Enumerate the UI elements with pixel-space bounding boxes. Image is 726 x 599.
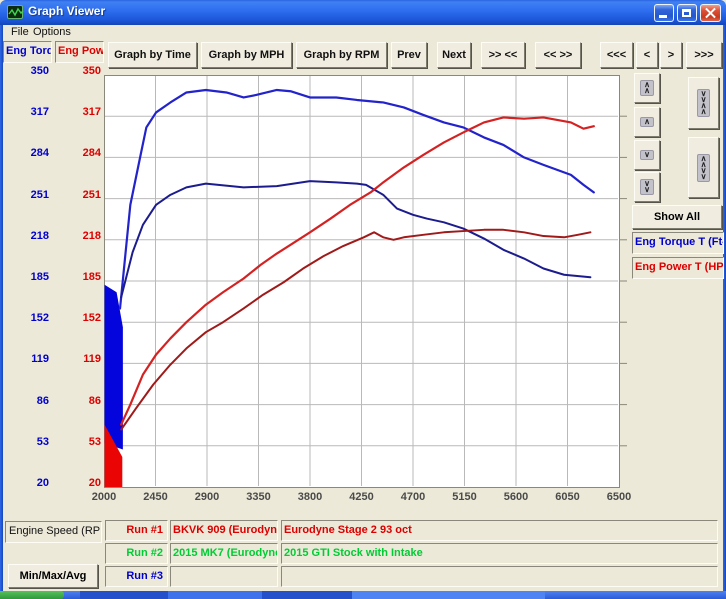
- close-button[interactable]: [700, 4, 721, 22]
- y-tick-label-torque: 185: [30, 271, 49, 283]
- y-tick-label-torque: 86: [36, 394, 49, 407]
- run1-description: Eurodyne Stage 2 93 oct: [281, 520, 718, 541]
- y-tick-label-torque: 119: [31, 353, 49, 366]
- y-tick-label-torque: 218: [30, 229, 49, 242]
- menu-file[interactable]: File: [11, 26, 29, 38]
- x-tick-label-rpm: 5600: [503, 491, 529, 503]
- y-tick-label-torque: 284: [30, 147, 49, 160]
- graph-by-time-button[interactable]: Graph by Time: [108, 42, 197, 68]
- graph-by-mph-button[interactable]: Graph by MPH: [201, 42, 292, 68]
- start-button-sliver[interactable]: [0, 591, 64, 599]
- scroll-right-button[interactable]: >: [660, 42, 682, 68]
- y-tick-label-power: 119: [83, 353, 101, 366]
- run2-file: 2015 MK7 (Eurodyne, E: [170, 543, 278, 564]
- prev-button[interactable]: Prev: [391, 42, 427, 68]
- taskbar[interactable]: [0, 591, 726, 599]
- y-tick-label-power: 20: [88, 477, 101, 489]
- window-border-right: [723, 25, 726, 591]
- x-tick-label-rpm: 6050: [555, 491, 580, 503]
- chevron-down-double-icon: ∨ ∨: [640, 179, 654, 195]
- y-tick-label-torque: 152: [30, 312, 49, 325]
- legend-power: Eng Power T (HP): [632, 257, 724, 279]
- x-axis-title-box: Engine Speed (RP: [5, 521, 102, 543]
- graph-by-rpm-button[interactable]: Graph by RPM: [296, 42, 387, 68]
- y-tick-label-power: 284: [82, 147, 101, 160]
- legend-torque: Eng Torque T (Ft-l: [632, 232, 724, 254]
- x-tick-label-rpm: 3350: [246, 491, 271, 503]
- y-tick-label-torque: 350: [30, 65, 49, 77]
- scroll-left-button[interactable]: <: [636, 42, 658, 68]
- scroll-right-fast-button[interactable]: >>>: [686, 42, 722, 68]
- min-max-avg-button[interactable]: Min/Max/Avg: [8, 564, 98, 588]
- taskbar-button[interactable]: [168, 591, 262, 599]
- y-scroll-up-button[interactable]: ∧: [634, 107, 660, 137]
- x-tick-label-rpm: 4700: [400, 491, 426, 503]
- y-tick-label-torque: 251: [30, 188, 49, 201]
- run3-file: [170, 566, 278, 587]
- x-tick-label-rpm: 2450: [143, 491, 168, 503]
- y-scroll-down-button[interactable]: ∨: [634, 140, 660, 170]
- zoom-in-x-button[interactable]: >> <<: [481, 42, 525, 68]
- menu-bar: File Options: [3, 25, 723, 40]
- y-tick-label-power: 350: [82, 65, 101, 77]
- y-tick-label-torque: 20: [36, 477, 49, 489]
- y-zoom-in-top-button[interactable]: ∧ ∧: [634, 73, 660, 103]
- y-tick-label-torque: 53: [36, 435, 49, 448]
- chevron-up-double-icon: ∧ ∧: [640, 80, 654, 96]
- power-axis-header: Eng Powe: [55, 41, 104, 63]
- y-tick-label-power: 185: [82, 271, 101, 283]
- window-border-left: [0, 25, 3, 591]
- x-tick-label-rpm: 6500: [606, 491, 632, 503]
- y-tick-label-power: 251: [82, 188, 101, 201]
- torque-axis-header: Eng Torqu: [3, 41, 52, 63]
- y-tick-label-power: 317: [82, 106, 101, 119]
- minimize-icon: [659, 15, 667, 18]
- x-tick-label-rpm: 3800: [297, 491, 323, 503]
- next-button[interactable]: Next: [437, 42, 471, 68]
- y-tick-label-torque: 317: [30, 106, 49, 119]
- y-tick-label-power: 53: [88, 435, 101, 448]
- y-zoom-in-bottom-button[interactable]: ∨ ∨: [634, 172, 660, 202]
- menu-options[interactable]: Options: [33, 26, 71, 38]
- window-title: Graph Viewer: [28, 4, 106, 18]
- run2-description: 2015 GTI Stock with Intake: [281, 543, 718, 564]
- maximize-button[interactable]: [677, 4, 697, 22]
- app-icon: [7, 5, 24, 19]
- run2-label: Run #2: [105, 543, 168, 564]
- x-tick-label-rpm: 2900: [194, 491, 220, 503]
- y-tick-label-power: 86: [88, 394, 101, 407]
- zoom-out-x-button[interactable]: << >>: [535, 42, 581, 68]
- taskbar-button[interactable]: [80, 591, 168, 599]
- chevron-up-icon: ∧: [640, 117, 654, 127]
- chart-svg: [104, 75, 627, 488]
- minimize-button[interactable]: [654, 4, 674, 22]
- taskbar-button[interactable]: [352, 591, 545, 599]
- y-expand-button[interactable]: ∧ ∧ ∨ ∨: [688, 137, 719, 198]
- chevrons-inward-icon: ∨ ∨ ∧ ∧: [696, 89, 711, 117]
- y-tick-label-power: 152: [82, 312, 101, 325]
- dyno-chart: [104, 75, 628, 488]
- run1-label: Run #1: [105, 520, 168, 541]
- x-tick-label-rpm: 4250: [349, 491, 374, 503]
- y-tick-label-power: 218: [82, 229, 101, 242]
- x-tick-label-rpm: 2000: [91, 491, 117, 503]
- scroll-left-fast-button[interactable]: <<<: [600, 42, 633, 68]
- taskbar-button[interactable]: [262, 591, 352, 599]
- run3-label: Run #3: [105, 566, 168, 587]
- chevrons-outward-icon: ∧ ∧ ∨ ∨: [696, 153, 711, 182]
- run1-file: BKVK 909 (Eurodyne, I: [170, 520, 278, 541]
- chevron-down-icon: ∨: [640, 150, 654, 160]
- maximize-icon: [682, 9, 691, 17]
- show-all-button[interactable]: Show All: [632, 205, 722, 229]
- title-bar[interactable]: Graph Viewer: [0, 0, 726, 25]
- run3-description: [281, 566, 718, 587]
- x-tick-label-rpm: 5150: [452, 491, 477, 503]
- y-collapse-button[interactable]: ∨ ∨ ∧ ∧: [688, 77, 719, 129]
